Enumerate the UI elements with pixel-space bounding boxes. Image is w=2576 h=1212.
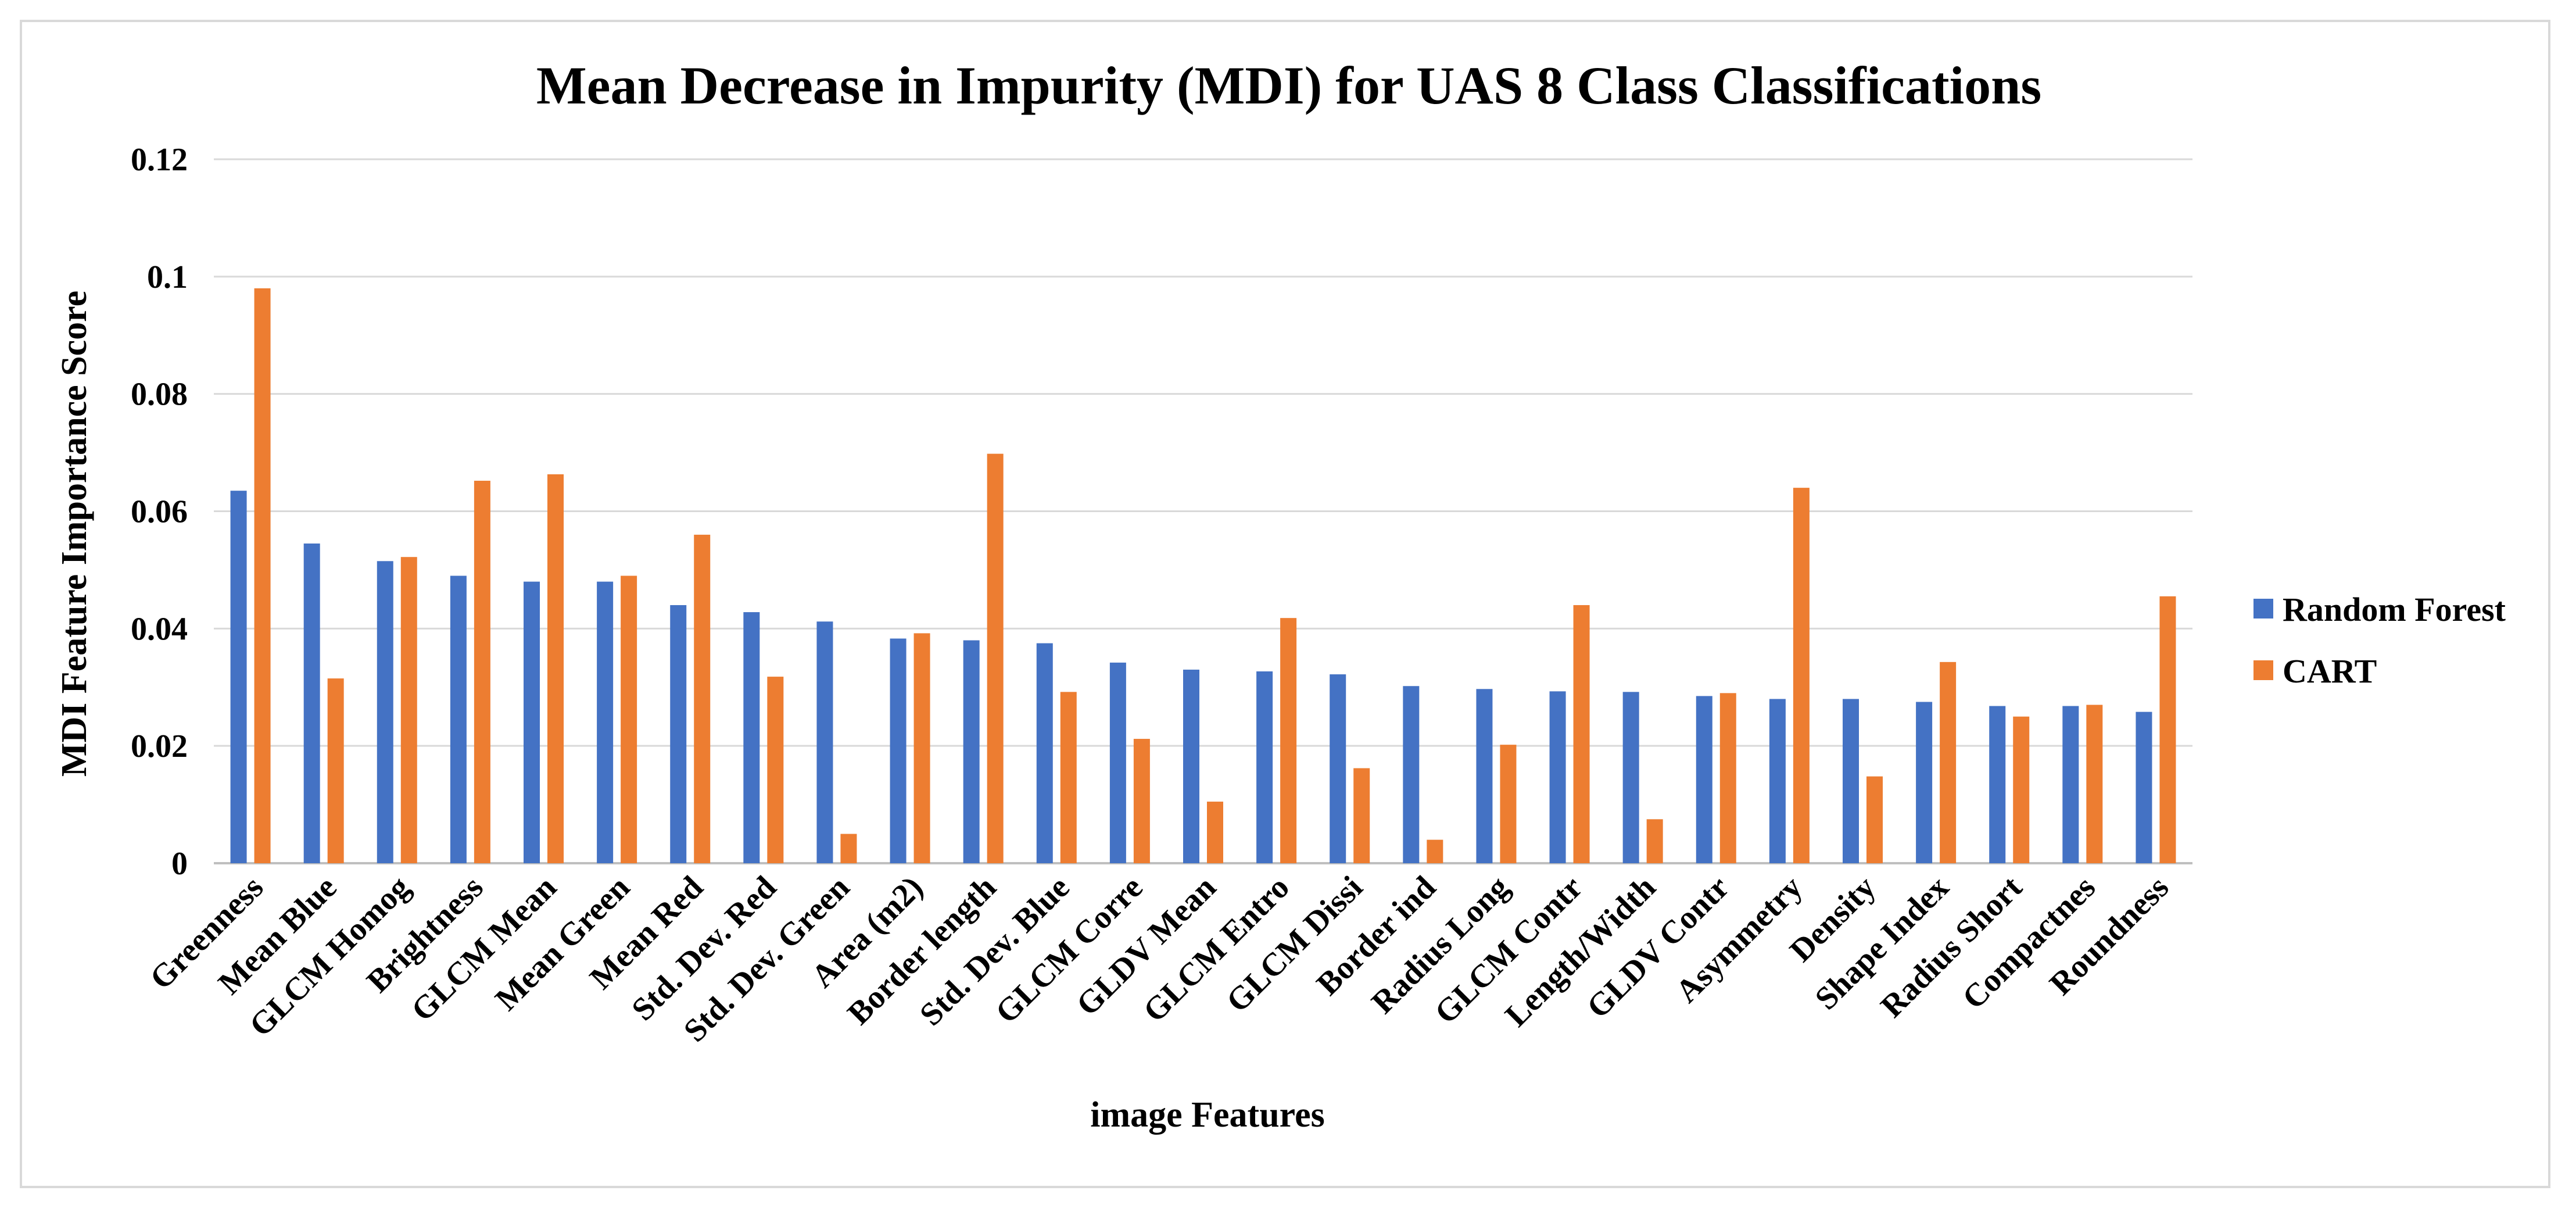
bar-cart bbox=[840, 834, 857, 863]
y-tick-label: 0.12 bbox=[131, 142, 188, 178]
bar-cart bbox=[327, 678, 344, 863]
x-axis-title: image Features bbox=[1090, 1095, 1324, 1135]
bar-cart bbox=[1646, 819, 1663, 863]
bar-random-forest bbox=[743, 612, 760, 863]
bar-random-forest bbox=[1330, 674, 1346, 863]
y-axis-ticks: 0 0.02 0.04 0.06 0.08 0.1 0.12 bbox=[131, 142, 188, 882]
bar-cart bbox=[1866, 776, 1883, 863]
bar-cart bbox=[254, 288, 271, 863]
bar-random-forest bbox=[450, 575, 467, 863]
y-axis-title: MDI Feature Importance Score bbox=[55, 291, 94, 777]
bar-cart bbox=[1793, 488, 1810, 863]
bar-random-forest bbox=[1622, 692, 1639, 863]
bar-cart bbox=[1500, 745, 1517, 863]
y-tick-label: 0 bbox=[171, 846, 188, 882]
bar-random-forest bbox=[1036, 643, 1053, 863]
gridlines bbox=[214, 158, 2192, 864]
bar-cart bbox=[767, 677, 784, 863]
bar-random-forest bbox=[524, 581, 540, 863]
bar-random-forest bbox=[816, 621, 833, 863]
bar-cart bbox=[1280, 618, 1297, 863]
bar-chart: Mean Decrease in Impurity (MDI) for UAS … bbox=[55, 56, 2506, 1135]
bar-random-forest bbox=[1769, 699, 1786, 863]
bar-random-forest bbox=[1476, 689, 1493, 863]
bar-random-forest bbox=[1403, 686, 1420, 863]
bar-random-forest bbox=[963, 640, 980, 863]
bar-random-forest bbox=[1183, 669, 1199, 863]
bar-random-forest bbox=[2136, 712, 2152, 863]
bar-random-forest bbox=[2062, 706, 2079, 863]
bar-random-forest bbox=[1109, 662, 1126, 863]
bar-random-forest bbox=[377, 561, 393, 863]
bar-cart bbox=[2013, 716, 2030, 863]
legend-swatch-random-forest bbox=[2253, 599, 2273, 618]
bar-cart bbox=[1353, 768, 1370, 863]
bar-random-forest bbox=[230, 491, 247, 863]
bar-cart bbox=[1133, 739, 1150, 863]
bar-cart bbox=[2159, 596, 2176, 863]
bar-random-forest bbox=[1916, 702, 1933, 863]
bar-cart bbox=[1719, 693, 1736, 863]
legend-swatch-cart bbox=[2253, 660, 2273, 680]
y-tick-label: 0.08 bbox=[131, 377, 188, 413]
bar-cart bbox=[987, 453, 1004, 863]
y-tick-label: 0.1 bbox=[147, 259, 188, 295]
bar-cart bbox=[1940, 662, 1957, 863]
bar-random-forest bbox=[670, 605, 687, 863]
y-tick-label: 0.06 bbox=[131, 494, 188, 530]
bars bbox=[230, 288, 2176, 863]
bar-random-forest bbox=[1843, 699, 1859, 863]
legend-label-random-forest: Random Forest bbox=[2283, 591, 2506, 628]
bar-random-forest bbox=[890, 638, 907, 863]
legend: Random Forest CART bbox=[2253, 591, 2506, 690]
bar-cart bbox=[1427, 839, 1443, 863]
y-tick-label: 0.04 bbox=[131, 611, 188, 647]
bar-random-forest bbox=[1696, 696, 1712, 863]
bar-cart bbox=[1573, 605, 1590, 863]
bar-random-forest bbox=[1989, 706, 2006, 863]
bar-cart bbox=[694, 534, 711, 863]
legend-label-cart: CART bbox=[2283, 652, 2377, 690]
bar-random-forest bbox=[1256, 671, 1273, 863]
chart-title: Mean Decrease in Impurity (MDI) for UAS … bbox=[536, 56, 2041, 115]
bar-cart bbox=[913, 633, 930, 863]
bar-random-forest bbox=[1549, 691, 1566, 863]
bar-random-forest bbox=[597, 581, 614, 863]
bar-cart bbox=[400, 557, 417, 863]
bar-cart bbox=[474, 481, 490, 863]
y-tick-label: 0.02 bbox=[131, 728, 188, 764]
bar-cart bbox=[2086, 705, 2103, 863]
bar-cart bbox=[1060, 692, 1077, 863]
bar-cart bbox=[1207, 802, 1223, 863]
bar-cart bbox=[621, 575, 637, 863]
bar-cart bbox=[547, 474, 564, 863]
bar-random-forest bbox=[303, 544, 320, 863]
chart-frame: Mean Decrease in Impurity (MDI) for UAS … bbox=[20, 20, 2550, 1188]
